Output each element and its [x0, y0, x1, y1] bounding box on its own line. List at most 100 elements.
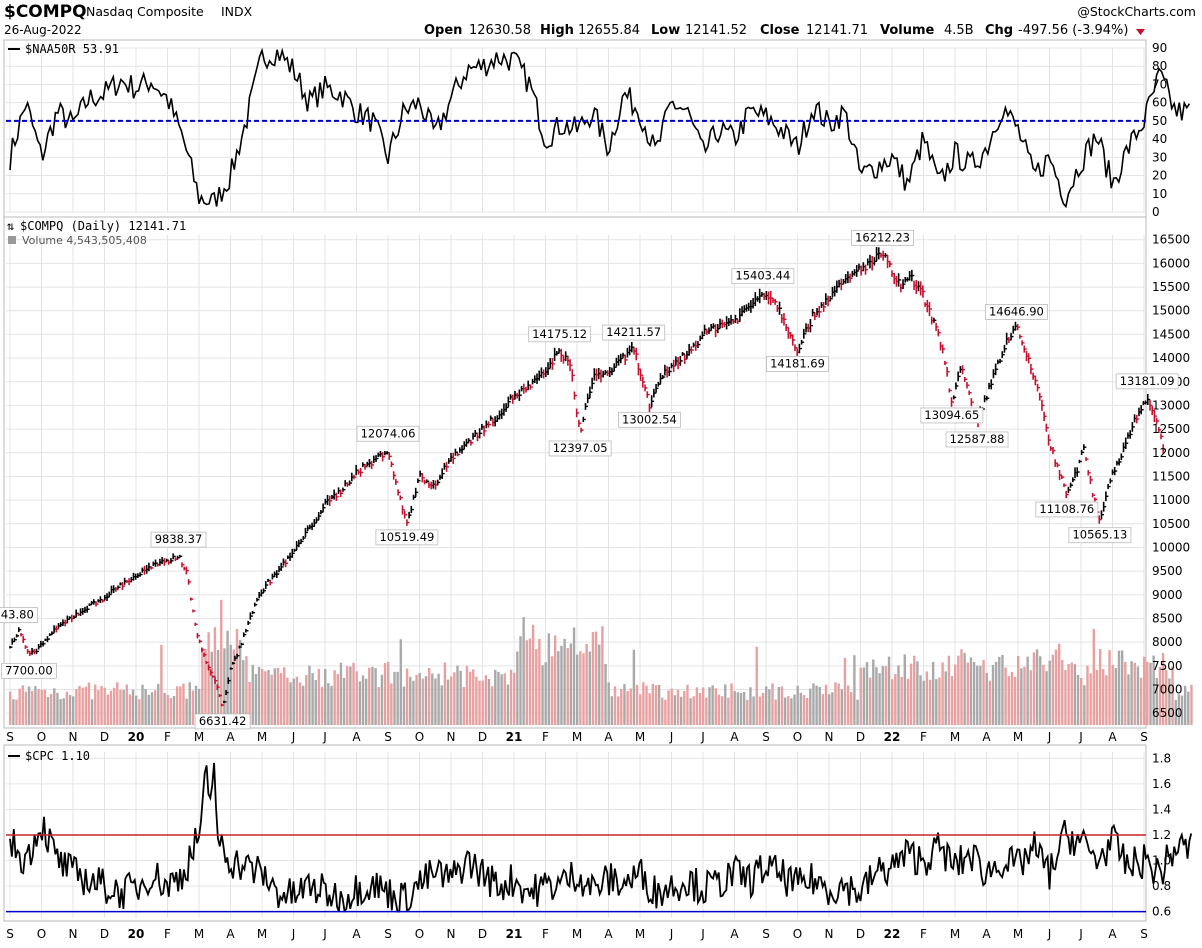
price-ytick-label: 12500 — [1152, 422, 1190, 436]
volume-bar — [950, 676, 954, 725]
volume-bar — [516, 651, 519, 725]
volume-bar — [446, 679, 450, 725]
volume-bar — [424, 676, 428, 725]
volume-bar — [1095, 669, 1099, 725]
month-label: A — [352, 927, 361, 941]
volume-bar — [598, 644, 601, 725]
putcall-ytick-label: 0.6 — [1152, 905, 1171, 919]
down-arrow-icon — [1136, 29, 1145, 35]
volume-bar — [620, 688, 623, 725]
month-label: D — [856, 730, 865, 744]
volume-bar — [1035, 649, 1039, 725]
volume-bar — [966, 662, 969, 725]
volume-bar — [872, 659, 875, 725]
volume-bar — [330, 685, 333, 725]
volume-bar — [191, 690, 195, 725]
volume-bar — [610, 696, 614, 725]
volume-bar — [204, 648, 207, 725]
putcall-line — [9, 762, 1193, 913]
month-label: N — [69, 927, 78, 941]
high-value: 12655.84 — [578, 23, 640, 38]
volume-bar — [475, 676, 478, 725]
volume-bar — [377, 687, 380, 725]
volume-bar — [380, 674, 384, 725]
volume-bar — [327, 683, 330, 725]
volume-bar — [336, 673, 339, 725]
volume-bar — [824, 684, 828, 725]
volume-bar — [65, 691, 69, 725]
volume-bar — [1158, 667, 1162, 725]
top-ytick-label: 40 — [1152, 132, 1167, 146]
volume-bar — [1120, 650, 1124, 725]
volume-bar — [664, 699, 667, 725]
volume-bar — [616, 696, 620, 725]
annotation-box — [150, 531, 207, 548]
volume-bar — [440, 685, 443, 725]
volume-bar — [519, 636, 522, 725]
volume-bar — [456, 665, 459, 725]
volume-bar — [487, 679, 491, 725]
annotation-box — [0, 662, 57, 679]
month-label: N — [825, 927, 834, 941]
volume-bar — [692, 696, 695, 725]
volume-bar — [815, 685, 818, 725]
volume-bar — [705, 697, 708, 725]
month-label: A — [730, 927, 739, 941]
volume-bar — [594, 631, 598, 725]
volume-bar — [53, 688, 56, 725]
brand-logo: @StockCharts.com — [1077, 4, 1196, 19]
volume-bar — [903, 654, 906, 725]
price-ytick-label: 10000 — [1152, 540, 1190, 554]
volume-bar — [409, 676, 412, 725]
annotation-box — [528, 326, 592, 343]
putcall-ytick-label: 1.0 — [1152, 854, 1171, 868]
volume-bar — [223, 648, 226, 725]
volume-bar — [708, 687, 711, 725]
volume-bar — [472, 669, 475, 725]
volume-bar — [557, 651, 560, 725]
month-label: N — [447, 927, 456, 941]
volume-bar — [1007, 676, 1010, 725]
volume-bar — [396, 671, 399, 725]
volume-bar — [787, 696, 790, 725]
volume-bar — [364, 678, 368, 725]
month-label: A — [1108, 927, 1117, 941]
volume-bar — [550, 656, 554, 725]
volume-bar — [982, 660, 985, 725]
volume-bar — [128, 694, 132, 725]
month-label: F — [542, 730, 549, 744]
volume-bar — [698, 692, 702, 725]
month-label: O — [415, 730, 424, 744]
volume-bar — [494, 669, 497, 725]
volume-bar — [935, 679, 938, 725]
month-label: 21 — [506, 927, 523, 941]
volume-bar — [834, 682, 837, 725]
month-label: 21 — [506, 730, 523, 744]
month-label: S — [1140, 927, 1148, 941]
volume-bar — [135, 695, 138, 725]
volume-bar — [412, 680, 415, 725]
volume-bar — [635, 684, 639, 725]
volume-bar — [434, 678, 437, 725]
volume-bar — [450, 676, 453, 725]
volume-bar — [1017, 655, 1020, 725]
top-ytick-label: 30 — [1152, 150, 1167, 164]
volume-bar — [238, 639, 242, 725]
putcall-ytick-label: 0.8 — [1152, 879, 1171, 893]
volume-bar — [1020, 668, 1023, 725]
annotation-label: 12074.06 — [361, 426, 416, 440]
volume-bar — [497, 671, 500, 725]
volume-bar — [972, 661, 976, 725]
volume-bar — [897, 665, 900, 725]
volume-bar — [790, 698, 793, 725]
volume-bar — [317, 668, 321, 725]
volume-bar — [761, 692, 765, 725]
volume-bar — [431, 673, 434, 725]
volume-bar — [796, 685, 799, 725]
putcall-ytick-label: 1.6 — [1152, 777, 1171, 791]
volume-bar — [90, 699, 94, 725]
volume-bar — [1127, 674, 1130, 725]
volume-bar — [443, 662, 447, 725]
volume-bar — [547, 633, 551, 725]
